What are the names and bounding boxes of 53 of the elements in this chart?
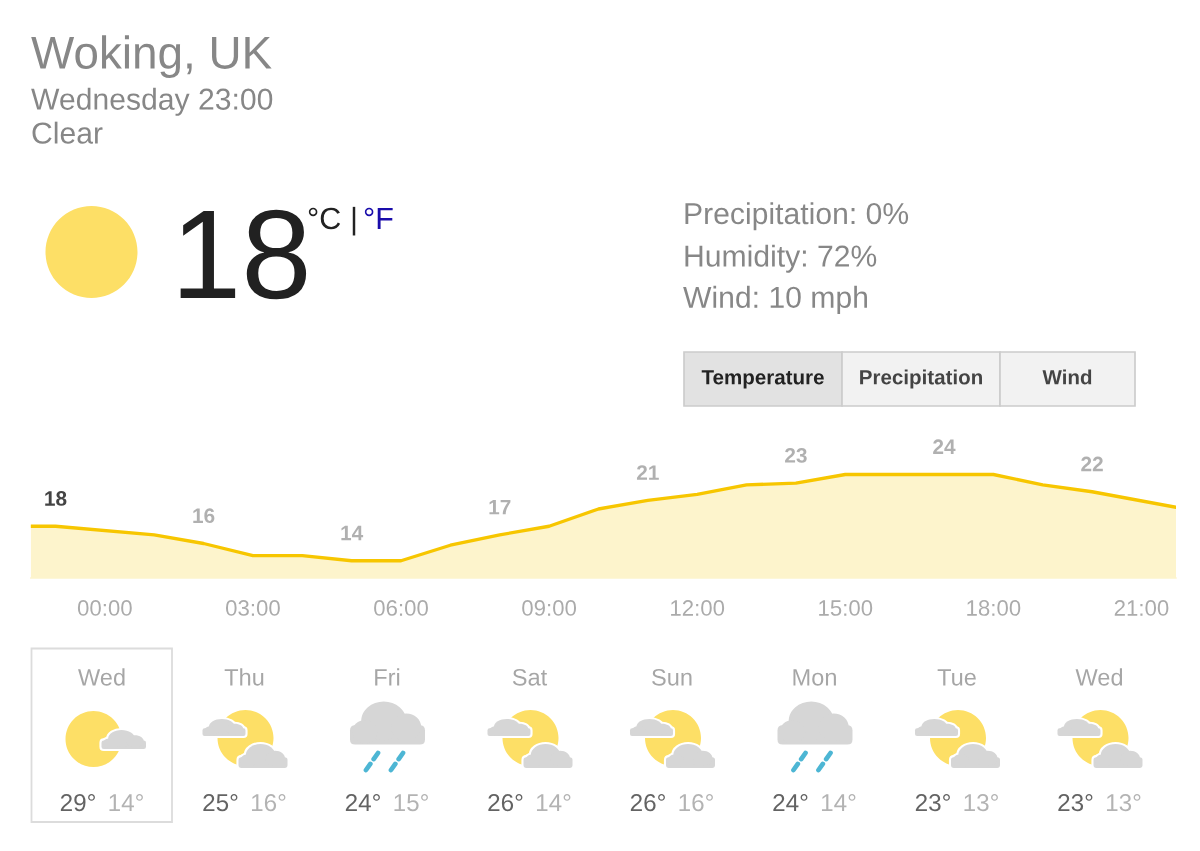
text: Wind [1042, 369, 1092, 385]
text: | [352, 206, 356, 236]
data-label: 24° [345, 794, 380, 811]
x-tick-label: 03:00 [226, 600, 280, 616]
text: 18 [180, 209, 307, 300]
data-label: 16° [679, 794, 713, 812]
text: Temperature [701, 370, 824, 389]
text: Precipitation: 0% [685, 202, 909, 231]
data-label: 26° [630, 794, 665, 812]
data-label: 16° [251, 794, 286, 812]
category-label: Wed [1075, 668, 1123, 686]
x-tick-label: 21:00 [1114, 600, 1169, 616]
category-label: Sun [652, 668, 692, 686]
data-label: 24° [773, 794, 808, 811]
data-label: 17 [489, 499, 511, 515]
data-label: 23° [1058, 794, 1093, 812]
data-label: 29° [60, 794, 95, 812]
category-label: Sat [512, 668, 548, 686]
x-tick-label: 18:00 [967, 600, 1021, 616]
x-tick-label: 00:00 [77, 600, 132, 616]
x-tick-label: 06:00 [374, 600, 428, 616]
text: Wednesday 23:00 [31, 87, 273, 116]
data-label: 18 [45, 491, 67, 506]
x-tick-label: 15:00 [819, 600, 873, 616]
x-tick-label: 09:00 [522, 600, 577, 616]
data-label: 14 [341, 525, 364, 541]
text: °C [308, 207, 341, 230]
data-label: 23 [785, 447, 807, 463]
x-tick-label: 12:00 [671, 600, 725, 616]
data-label: 14° [109, 794, 143, 811]
data-label: 13° [964, 794, 998, 812]
text: Wind: 10 mph [683, 285, 867, 314]
text: Woking, UK [31, 35, 272, 79]
category-label: Tue [937, 669, 976, 686]
text: °F [364, 207, 393, 229]
data-label: 14° [821, 794, 856, 811]
data-label: 25° [203, 794, 238, 812]
data-label: 14° [536, 794, 571, 811]
data-label: 16 [193, 508, 215, 524]
data-label: 26° [488, 794, 523, 812]
text: Clear [32, 121, 103, 144]
text: Humidity: 72% [685, 244, 877, 273]
data-label: 15° [394, 794, 428, 812]
data-label: 21 [636, 465, 659, 480]
data-label: 22 [1081, 456, 1103, 472]
category-label: Wed [78, 668, 125, 686]
text: Precipitation [860, 369, 982, 389]
category-label: Mon [793, 669, 836, 686]
category-label: Fri [375, 668, 400, 686]
data-label: 23° [915, 794, 950, 812]
data-label: 13° [1106, 794, 1141, 812]
data-label: 24 [933, 439, 956, 454]
category-label: Thu [224, 668, 264, 686]
